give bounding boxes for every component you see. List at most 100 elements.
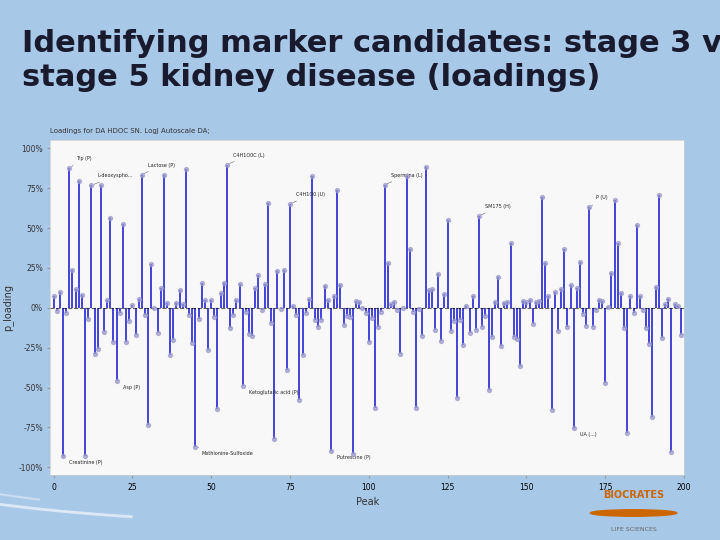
Point xyxy=(505,239,516,247)
Point xyxy=(228,311,239,320)
Point xyxy=(647,413,658,422)
Point xyxy=(580,321,592,330)
Point xyxy=(136,170,148,179)
Point xyxy=(492,272,504,281)
Point xyxy=(665,448,677,456)
Point xyxy=(202,346,214,354)
Point xyxy=(76,291,88,299)
Point xyxy=(356,303,368,312)
Point xyxy=(612,239,624,247)
Point xyxy=(631,220,642,229)
Point xyxy=(269,434,280,443)
Point xyxy=(382,258,393,267)
Circle shape xyxy=(590,510,677,516)
Point xyxy=(322,295,333,304)
Point xyxy=(625,292,636,301)
Point xyxy=(555,285,567,293)
Point xyxy=(246,332,258,341)
Point xyxy=(104,213,116,222)
Point xyxy=(212,405,223,414)
Point xyxy=(644,340,655,348)
Point xyxy=(593,295,605,304)
Point xyxy=(477,322,488,331)
Point xyxy=(656,333,667,342)
Point xyxy=(546,406,557,414)
Point xyxy=(429,325,441,334)
Point xyxy=(473,212,485,220)
Point xyxy=(319,281,330,290)
Point xyxy=(669,300,680,308)
Point xyxy=(445,327,456,336)
Point xyxy=(284,200,296,208)
Text: LIFE SCIENCES: LIFE SCIENCES xyxy=(611,527,657,532)
Point xyxy=(417,332,428,340)
Point xyxy=(98,328,109,336)
Point xyxy=(168,335,179,344)
Point xyxy=(67,266,78,274)
Point xyxy=(310,316,321,325)
Point xyxy=(148,304,160,313)
Point xyxy=(366,314,378,322)
Text: Putrescine (P): Putrescine (P) xyxy=(331,451,371,460)
Point xyxy=(502,297,513,306)
Point xyxy=(102,296,113,305)
Point xyxy=(413,305,425,313)
Point xyxy=(634,292,646,301)
Text: UA (...): UA (...) xyxy=(574,428,597,437)
Point xyxy=(596,297,608,306)
Point xyxy=(568,424,580,433)
Point xyxy=(467,292,479,301)
Point xyxy=(114,309,125,318)
Point xyxy=(184,310,195,319)
Point xyxy=(155,284,166,293)
Point xyxy=(240,308,251,316)
Point xyxy=(127,301,138,309)
Point xyxy=(552,327,564,335)
Point xyxy=(303,295,315,303)
Text: Spermina (L): Spermina (L) xyxy=(387,173,423,184)
Point xyxy=(549,288,560,296)
Point xyxy=(306,171,318,180)
Point xyxy=(385,299,397,308)
Point xyxy=(606,269,617,278)
Text: Lactose (P): Lactose (P) xyxy=(144,163,175,173)
Point xyxy=(335,280,346,289)
Point xyxy=(640,324,652,333)
Point xyxy=(316,315,328,324)
Text: C4H1O0C (L): C4H1O0C (L) xyxy=(230,153,265,164)
Point xyxy=(442,215,454,224)
Point xyxy=(294,395,305,404)
Point xyxy=(404,245,415,253)
Point xyxy=(458,341,469,349)
Point xyxy=(262,199,274,207)
Point xyxy=(70,285,81,294)
Point xyxy=(199,295,211,304)
Text: L-deoxyspho...: L-deoxyspho... xyxy=(94,173,133,184)
Text: P (U): P (U) xyxy=(592,195,608,206)
Point xyxy=(360,309,372,318)
Point xyxy=(571,284,582,293)
Point xyxy=(237,381,248,390)
Point xyxy=(392,305,403,314)
Point xyxy=(514,362,526,370)
Text: Creatinine (P): Creatinine (P) xyxy=(63,456,103,465)
Y-axis label: p_loading: p_loading xyxy=(2,284,13,332)
Point xyxy=(410,403,422,412)
Point xyxy=(388,298,400,306)
Point xyxy=(395,349,406,358)
Point xyxy=(407,308,418,317)
Point xyxy=(379,180,390,189)
Point xyxy=(609,196,621,205)
Point xyxy=(145,259,157,268)
Point xyxy=(278,266,289,275)
Point xyxy=(133,294,145,303)
Point xyxy=(564,280,576,289)
Point xyxy=(63,164,75,172)
Point xyxy=(584,203,595,212)
Point xyxy=(92,345,104,353)
Point xyxy=(461,302,472,310)
Point xyxy=(534,296,545,305)
Point xyxy=(653,191,665,200)
Point xyxy=(161,299,173,307)
Text: Ketoglutaric acid (P): Ketoglutaric acid (P) xyxy=(246,386,299,395)
